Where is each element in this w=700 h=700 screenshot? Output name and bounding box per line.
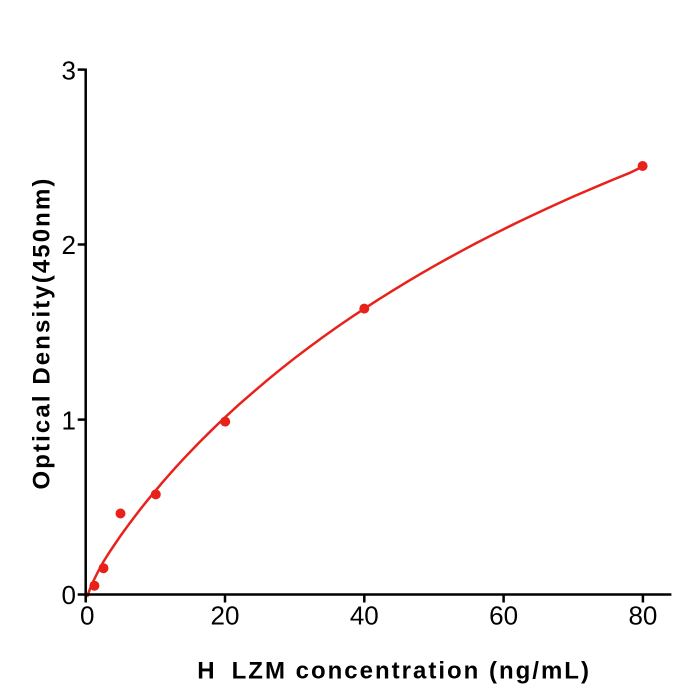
svg-text:Optical Density(450nm): Optical Density(450nm) xyxy=(29,177,56,490)
svg-text:20: 20 xyxy=(211,601,240,631)
svg-text:0: 0 xyxy=(80,601,94,631)
svg-text:1: 1 xyxy=(62,405,76,435)
svg-text:0: 0 xyxy=(62,580,76,610)
svg-text:60: 60 xyxy=(489,601,518,631)
svg-text:2: 2 xyxy=(62,230,76,260)
svg-text:40: 40 xyxy=(350,601,379,631)
svg-text:3: 3 xyxy=(62,55,76,85)
svg-text:80: 80 xyxy=(628,601,657,631)
